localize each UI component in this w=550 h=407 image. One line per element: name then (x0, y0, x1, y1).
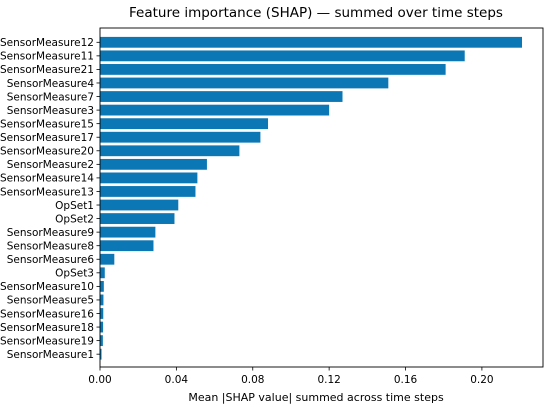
y-tick-label: SensorMeasure16 (0, 308, 94, 320)
bar (100, 226, 156, 238)
bars-group (100, 36, 522, 360)
plot-frame (99, 27, 544, 368)
y-tick-label: SensorMeasure18 (0, 322, 94, 334)
y-tick-label: SensorMeasure15 (0, 118, 94, 130)
bar (100, 145, 240, 157)
bar (100, 335, 103, 347)
bar (100, 50, 465, 62)
y-tick-label: SensorMeasure1 (7, 349, 94, 361)
x-tick-label: 0.04 (165, 374, 189, 386)
y-tick-label: SensorMeasure7 (7, 91, 94, 103)
bar (100, 118, 269, 130)
y-tick-label: SensorMeasure21 (0, 64, 94, 76)
y-tick-label: SensorMeasure9 (7, 227, 94, 239)
chart-title: Feature importance (SHAP) — summed over … (129, 5, 503, 21)
y-tick-label: OpSet2 (55, 213, 94, 225)
bar (100, 308, 104, 319)
y-tick-label: OpSet3 (55, 268, 94, 280)
y-tick-label: SensorMeasure5 (7, 295, 94, 307)
bar (100, 64, 446, 75)
x-tick-label: 0.00 (88, 374, 111, 386)
x-axis: 0.00 0.04 0.08 0.12 0.16 0.20 (88, 367, 494, 386)
y-tick-label: SensorMeasure20 (0, 146, 94, 158)
x-axis-label: Mean |SHAP value| summed across time ste… (188, 391, 444, 404)
bar (100, 131, 261, 143)
bar (100, 267, 105, 279)
bar (100, 321, 104, 333)
y-tick-label: SensorMeasure12 (0, 37, 94, 49)
x-tick-label: 0.20 (470, 374, 493, 386)
y-axis: SensorMeasure12SensorMeasure11SensorMeas… (0, 37, 100, 361)
y-tick-label: SensorMeasure17 (0, 132, 94, 144)
bar (100, 348, 102, 360)
bar (100, 172, 198, 184)
x-tick-label: 0.12 (317, 374, 340, 386)
y-tick-label: SensorMeasure11 (0, 51, 94, 63)
y-tick-label: SensorMeasure13 (0, 186, 94, 198)
bar (100, 253, 115, 265)
x-tick-label: 0.16 (394, 374, 418, 386)
bar (100, 77, 389, 89)
y-tick-label: SensorMeasure3 (7, 105, 94, 117)
bar (100, 213, 175, 224)
y-tick-label: SensorMeasure4 (7, 78, 95, 90)
bar (100, 91, 343, 102)
y-tick-label: SensorMeasure8 (7, 241, 94, 253)
y-tick-label: SensorMeasure19 (0, 335, 94, 347)
y-tick-label: SensorMeasure6 (7, 254, 95, 266)
bar (100, 186, 196, 197)
bar (100, 294, 104, 306)
y-tick-label: SensorMeasure2 (7, 159, 94, 171)
y-tick-label: SensorMeasure10 (0, 281, 94, 293)
bar (100, 199, 179, 211)
bar (100, 240, 154, 252)
bar (100, 158, 207, 170)
bar (100, 104, 330, 116)
y-tick-label: OpSet1 (55, 200, 94, 212)
x-tick-label: 0.08 (241, 374, 264, 386)
y-tick-label: SensorMeasure14 (0, 173, 94, 185)
bar (100, 280, 104, 292)
bar (100, 36, 522, 48)
